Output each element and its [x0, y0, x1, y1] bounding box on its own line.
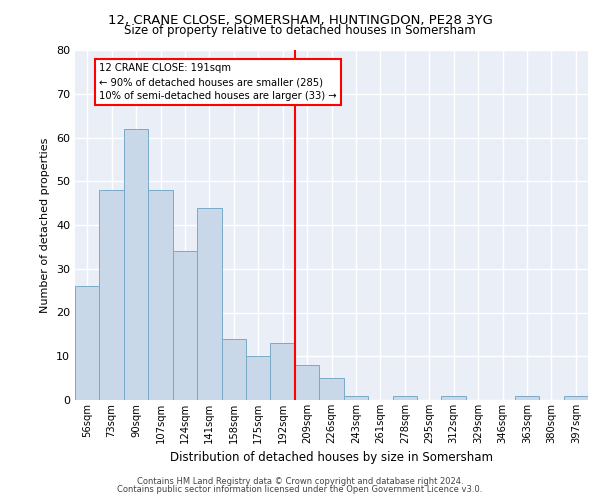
- Bar: [100, 190, 124, 400]
- Bar: [442, 396, 466, 400]
- Bar: [173, 252, 197, 400]
- Bar: [515, 396, 539, 400]
- Text: 12, CRANE CLOSE, SOMERSHAM, HUNTINGDON, PE28 3YG: 12, CRANE CLOSE, SOMERSHAM, HUNTINGDON, …: [107, 14, 493, 27]
- Text: 12 CRANE CLOSE: 191sqm
← 90% of detached houses are smaller (285)
10% of semi-de: 12 CRANE CLOSE: 191sqm ← 90% of detached…: [100, 63, 337, 101]
- Bar: [246, 356, 271, 400]
- Text: Size of property relative to detached houses in Somersham: Size of property relative to detached ho…: [124, 24, 476, 37]
- Text: Contains HM Land Registry data © Crown copyright and database right 2024.: Contains HM Land Registry data © Crown c…: [137, 477, 463, 486]
- Bar: [75, 286, 100, 400]
- Bar: [563, 396, 588, 400]
- Bar: [344, 396, 368, 400]
- Bar: [295, 365, 319, 400]
- Bar: [197, 208, 221, 400]
- X-axis label: Distribution of detached houses by size in Somersham: Distribution of detached houses by size …: [170, 452, 493, 464]
- Bar: [148, 190, 173, 400]
- Bar: [271, 343, 295, 400]
- Bar: [392, 396, 417, 400]
- Text: Contains public sector information licensed under the Open Government Licence v3: Contains public sector information licen…: [118, 484, 482, 494]
- Bar: [124, 129, 148, 400]
- Y-axis label: Number of detached properties: Number of detached properties: [40, 138, 50, 312]
- Bar: [319, 378, 344, 400]
- Bar: [221, 339, 246, 400]
